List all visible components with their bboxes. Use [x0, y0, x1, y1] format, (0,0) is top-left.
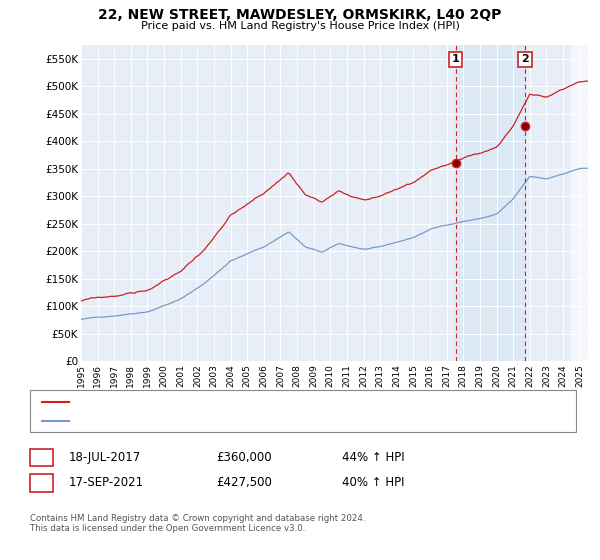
Text: Price paid vs. HM Land Registry's House Price Index (HPI): Price paid vs. HM Land Registry's House … [140, 21, 460, 31]
Bar [571, 45, 588, 361]
Text: HPI: Average price, detached house, Chorley: HPI: Average price, detached house, Chor… [75, 416, 308, 426]
Text: 1: 1 [37, 451, 46, 464]
Text: 18-JUL-2017: 18-JUL-2017 [69, 451, 141, 464]
Text: £360,000: £360,000 [216, 451, 272, 464]
Text: 40% ↑ HPI: 40% ↑ HPI [342, 476, 404, 489]
Text: 17-SEP-2021: 17-SEP-2021 [69, 476, 144, 489]
Text: 22, NEW STREET, MAWDESLEY, ORMSKIRK, L40 2QP: 22, NEW STREET, MAWDESLEY, ORMSKIRK, L40… [98, 8, 502, 22]
Text: 1: 1 [452, 54, 460, 64]
Text: 44% ↑ HPI: 44% ↑ HPI [342, 451, 404, 464]
Text: Contains HM Land Registry data © Crown copyright and database right 2024.
This d: Contains HM Land Registry data © Crown c… [30, 514, 365, 534]
Text: 2: 2 [37, 476, 46, 489]
Text: £427,500: £427,500 [216, 476, 272, 489]
Text: 2: 2 [521, 54, 529, 64]
Text: 22, NEW STREET, MAWDESLEY, ORMSKIRK, L40 2QP (detached house): 22, NEW STREET, MAWDESLEY, ORMSKIRK, L40… [75, 396, 440, 407]
Bar [455, 45, 525, 361]
